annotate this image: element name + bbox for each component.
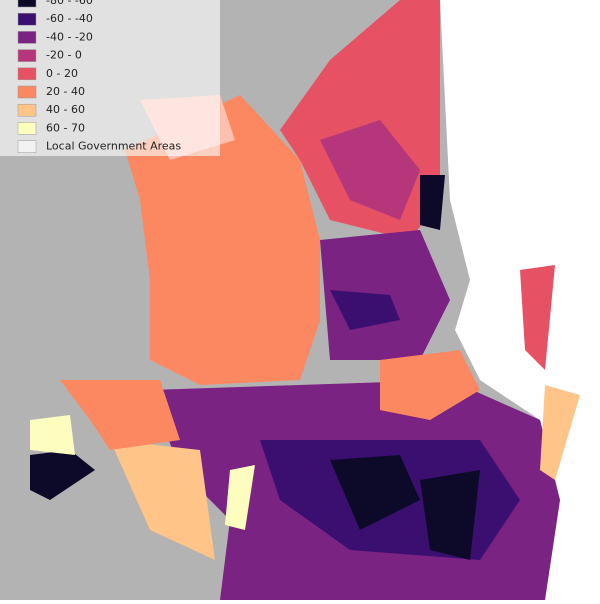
region bbox=[330, 290, 400, 330]
legend-label: -20 - 0 bbox=[46, 49, 82, 62]
legend-swatch bbox=[17, 67, 37, 81]
legend-label: -60 - -40 bbox=[46, 12, 93, 25]
legend-label: 60 - 70 bbox=[46, 121, 85, 134]
region bbox=[320, 120, 420, 220]
legend-label: Local Government Areas bbox=[46, 140, 181, 153]
legend-label: -80 - -60 bbox=[46, 0, 93, 7]
legend-swatch bbox=[17, 12, 37, 26]
region bbox=[540, 385, 580, 480]
legend-label: 40 - 60 bbox=[46, 103, 85, 116]
legend-box bbox=[0, 0, 220, 156]
region bbox=[420, 470, 480, 560]
legend-swatch bbox=[17, 85, 37, 99]
region bbox=[420, 175, 445, 230]
legend-swatch bbox=[17, 103, 37, 117]
region bbox=[60, 380, 180, 450]
region bbox=[30, 415, 75, 455]
region bbox=[125, 95, 320, 385]
legend-label: 0 - 20 bbox=[46, 67, 78, 80]
legend-swatch bbox=[17, 140, 37, 153]
region bbox=[330, 455, 420, 530]
region bbox=[110, 440, 215, 560]
region bbox=[380, 350, 480, 420]
legend-label: -40 - -20 bbox=[46, 30, 93, 43]
legend-swatch bbox=[17, 31, 37, 44]
legend-label: 20 - 40 bbox=[46, 85, 85, 98]
legend: -80 - -60 -60 - -40 -40 - -20 -20 - 0 0 - 20… bbox=[17, 0, 181, 153]
region bbox=[30, 450, 95, 500]
legend-swatch bbox=[17, 122, 37, 135]
region bbox=[520, 265, 555, 370]
region bbox=[225, 465, 255, 530]
legend-swatch bbox=[17, 0, 37, 8]
legend-swatch bbox=[17, 49, 37, 62]
